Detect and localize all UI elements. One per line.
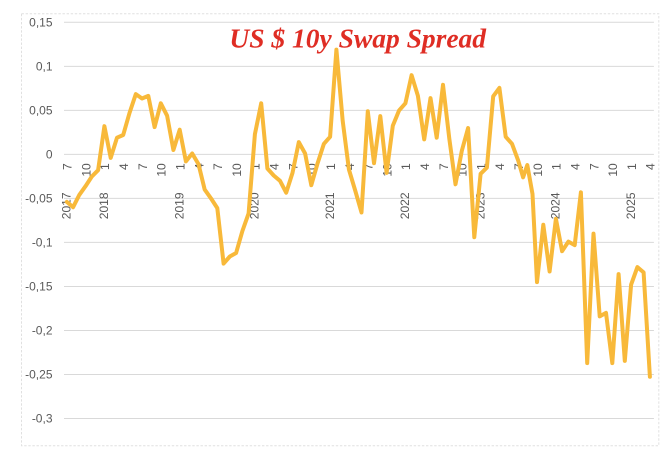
svg-text:1: 1 (324, 163, 338, 170)
svg-text:0: 0 (46, 148, 53, 162)
svg-text:-0,2: -0,2 (32, 324, 53, 338)
svg-text:1: 1 (98, 163, 112, 170)
svg-text:2018: 2018 (97, 192, 111, 219)
svg-text:2024: 2024 (549, 192, 563, 219)
svg-text:7: 7 (587, 163, 601, 170)
svg-text:2017: 2017 (60, 192, 74, 219)
svg-text:7: 7 (136, 163, 150, 170)
svg-text:0,05: 0,05 (29, 104, 53, 118)
svg-text:0,15: 0,15 (29, 16, 53, 30)
svg-text:4: 4 (644, 163, 658, 170)
svg-text:1: 1 (249, 163, 263, 170)
svg-text:10: 10 (531, 163, 545, 177)
svg-text:4: 4 (493, 163, 507, 170)
svg-text:10: 10 (230, 163, 244, 177)
svg-text:-0,05: -0,05 (25, 192, 53, 206)
svg-text:2025: 2025 (624, 192, 638, 219)
svg-text:7: 7 (211, 163, 225, 170)
svg-text:1: 1 (550, 163, 564, 170)
svg-text:US $ 10y Swap Spread: US $ 10y Swap Spread (229, 23, 487, 54)
svg-text:4: 4 (569, 163, 583, 170)
svg-text:10: 10 (79, 163, 93, 177)
svg-text:7: 7 (437, 163, 451, 170)
svg-text:7: 7 (61, 163, 75, 170)
svg-text:4: 4 (418, 163, 432, 170)
svg-text:10: 10 (155, 163, 169, 177)
svg-text:0,1: 0,1 (36, 60, 53, 74)
svg-text:2021: 2021 (323, 192, 337, 219)
svg-text:10: 10 (606, 163, 620, 177)
svg-text:-0,3: -0,3 (32, 412, 53, 426)
svg-text:2019: 2019 (173, 192, 187, 219)
svg-text:2022: 2022 (398, 192, 412, 219)
svg-text:4: 4 (268, 163, 282, 170)
svg-text:-0,15: -0,15 (25, 280, 53, 294)
svg-text:1: 1 (625, 163, 639, 170)
svg-text:4: 4 (117, 163, 131, 170)
svg-text:1: 1 (474, 163, 488, 170)
svg-text:1: 1 (399, 163, 413, 170)
svg-text:7: 7 (362, 163, 376, 170)
svg-text:1: 1 (174, 163, 188, 170)
svg-text:-0,1: -0,1 (32, 236, 53, 250)
svg-text:-0,25: -0,25 (25, 368, 53, 382)
